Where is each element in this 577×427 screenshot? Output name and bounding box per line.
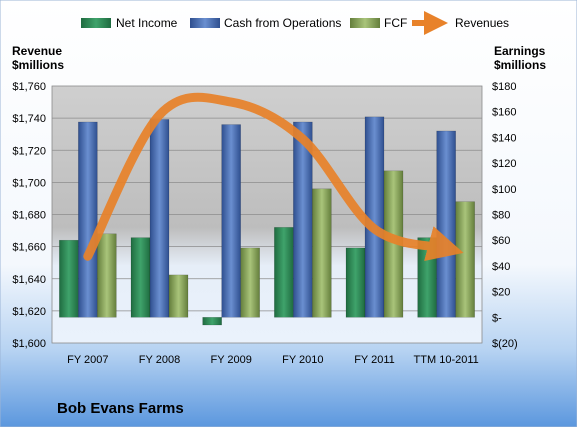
bar-net-income	[130, 237, 151, 318]
right-axis-tick-label: $40	[492, 261, 510, 273]
bar-net-income	[274, 227, 294, 318]
bar-fcf	[97, 233, 117, 318]
left-axis-tick-label: $1,740	[12, 113, 46, 125]
legend-swatch-net-income	[81, 18, 111, 28]
bar-cash-from-operations	[221, 124, 241, 318]
legend-label-net-income: Net Income	[116, 16, 178, 30]
right-axis-tick-label: $(20)	[492, 338, 518, 350]
left-axis-tick-label: $1,660	[12, 242, 46, 254]
left-axis-tick-label: $1,600	[12, 338, 46, 350]
bar-cash-from-operations	[149, 119, 170, 318]
right-axis-tick-label: $20	[492, 287, 510, 299]
x-axis-tick-label: FY 2011	[354, 354, 395, 366]
left-axis-tick-label: $1,680	[12, 210, 46, 222]
bar-cash-from-operations	[436, 130, 456, 318]
left-axis-tick-label: $1,620	[12, 306, 46, 318]
right-axis-title-line2: $millions	[494, 58, 546, 72]
left-axis-title-line1: Revenue	[12, 44, 62, 58]
revenue-line-path	[83, 92, 464, 261]
legend-label-revenues: Revenues	[455, 16, 509, 30]
x-axis-tick-label: FY 2008	[139, 354, 180, 366]
right-axis-tick-label: $60	[492, 235, 510, 247]
right-axis-tick-label: $-	[492, 312, 502, 324]
x-axis-tick-label: FY 2007	[67, 354, 108, 366]
x-axis-tick-label: TTM 10-2011	[414, 354, 479, 366]
bar-net-income	[345, 247, 366, 318]
right-axis-tick-label: $80	[492, 210, 510, 222]
chart-title: Bob Evans Farms	[57, 400, 184, 417]
right-axis-tick-label: $160	[492, 107, 516, 119]
right-axis-tick-label: $140	[492, 132, 516, 144]
right-axis-tick-label: $100	[492, 184, 516, 196]
left-axis-tick-label: $1,640	[12, 274, 46, 286]
legend: Net Income Cash from Operations FCF Reve…	[81, 11, 509, 35]
bar-fcf	[240, 247, 260, 318]
bar-net-income	[202, 317, 222, 326]
left-axis-tick-label: $1,700	[12, 177, 46, 189]
x-axis-tick-label: FY 2009	[210, 354, 251, 366]
right-axis-title-line1: Earnings	[494, 44, 546, 58]
legend-label-cfo: Cash from Operations	[224, 16, 341, 30]
x-axis-tick-label: FY 2010	[282, 354, 323, 366]
legend-label-fcf: FCF	[384, 16, 407, 30]
bar-cash-from-operations	[78, 121, 98, 318]
bar-net-income	[59, 239, 79, 318]
bar-fcf	[455, 201, 475, 318]
left-axis-tick-label: $1,720	[12, 145, 46, 157]
left-axis-title-line2: $millions	[12, 58, 64, 72]
revenue-line	[83, 92, 464, 261]
bar-fcf	[168, 274, 189, 318]
legend-swatch-fcf	[350, 18, 380, 28]
left-axis-tick-label: $1,760	[12, 81, 46, 93]
right-axis-tick-label: $120	[492, 158, 516, 170]
bar-fcf	[312, 188, 332, 318]
legend-swatch-cfo	[190, 18, 220, 28]
right-axis-tick-label: $180	[492, 81, 516, 93]
axes: $1,600 $1,620 $1,640 $1,660 $1,680 $1,700 $1,7…	[12, 81, 517, 366]
